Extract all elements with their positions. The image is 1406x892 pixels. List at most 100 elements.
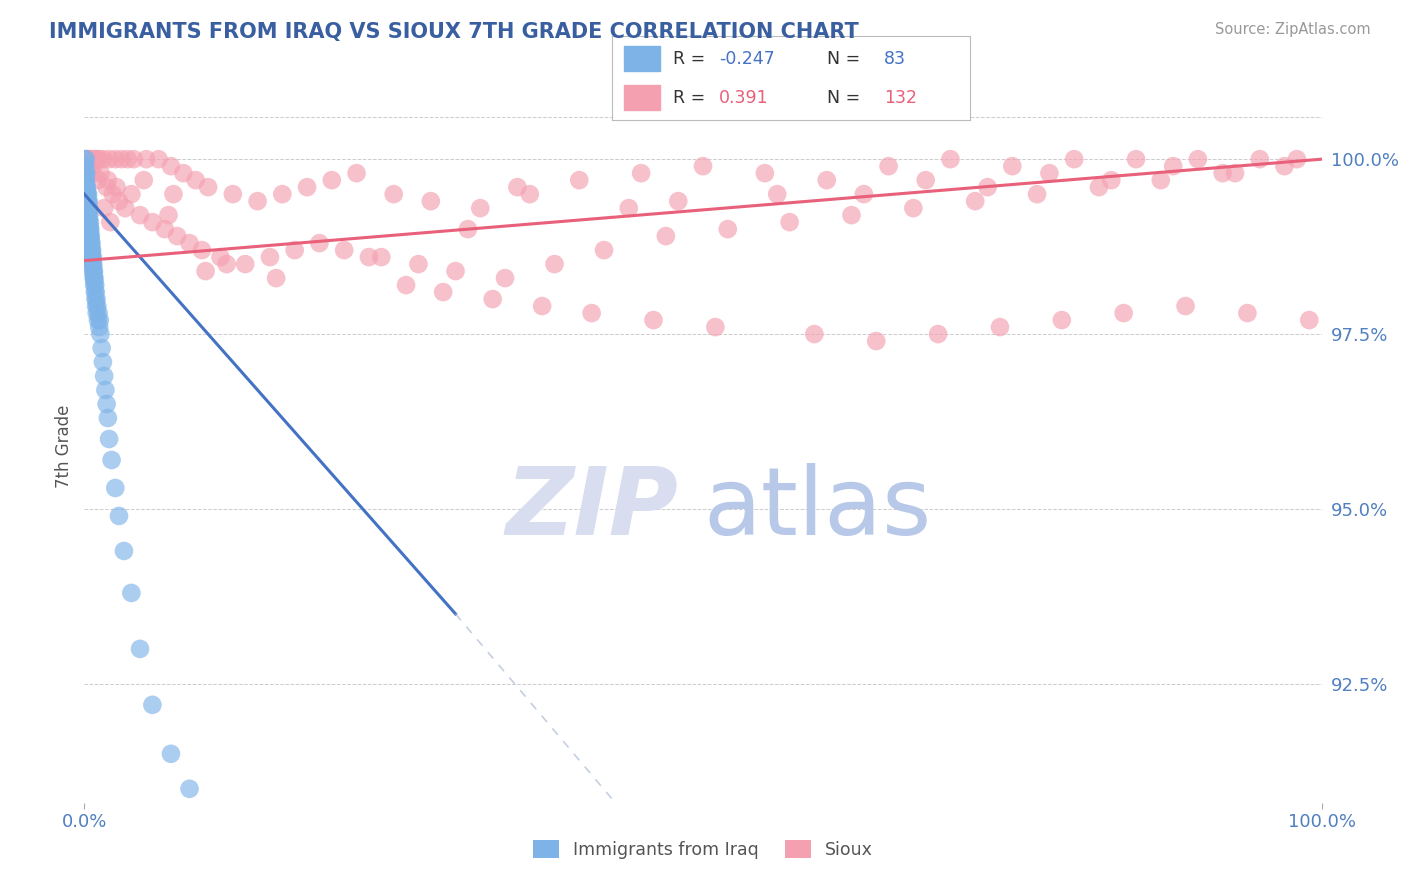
Point: [76, 152, 98, 166]
Point: [79, 229, 101, 244]
Point: [865, 334, 887, 348]
Point: [76, 187, 98, 202]
Point: [84, 299, 107, 313]
Point: [83, 271, 105, 285]
Point: [129, 208, 152, 222]
Point: [222, 187, 245, 202]
Point: [194, 264, 217, 278]
Point: [643, 313, 665, 327]
Point: [80, 250, 103, 264]
Point: [1274, 159, 1296, 173]
Point: [1063, 152, 1085, 166]
Point: [75, 166, 97, 180]
Point: [80, 239, 103, 253]
Point: [470, 201, 492, 215]
Point: [519, 187, 541, 202]
Point: [1298, 313, 1320, 327]
Point: [370, 250, 392, 264]
Point: [75, 184, 97, 198]
Point: [141, 698, 163, 712]
Point: [75, 159, 97, 173]
Point: [86, 292, 108, 306]
Point: [1249, 152, 1271, 166]
Point: [197, 180, 219, 194]
Point: [104, 152, 127, 166]
Point: [82, 166, 104, 180]
Y-axis label: 7th Grade: 7th Grade: [55, 404, 73, 488]
Point: [77, 211, 100, 226]
Point: [98, 215, 121, 229]
Point: [77, 208, 100, 222]
Point: [593, 243, 616, 257]
Point: [754, 166, 776, 180]
Point: [98, 432, 121, 446]
Point: [135, 152, 157, 166]
Point: [83, 264, 105, 278]
Point: [1212, 166, 1234, 180]
Point: [76, 194, 98, 208]
Point: [79, 219, 101, 233]
Point: [105, 180, 128, 194]
Point: [79, 222, 101, 236]
Point: [80, 243, 103, 257]
Point: [382, 187, 405, 202]
Point: [75, 166, 97, 180]
Point: [79, 152, 101, 166]
Text: IMMIGRANTS FROM IRAQ VS SIOUX 7TH GRADE CORRELATION CHART: IMMIGRANTS FROM IRAQ VS SIOUX 7TH GRADE …: [49, 22, 859, 42]
Point: [89, 313, 111, 327]
Point: [1099, 173, 1122, 187]
Point: [97, 173, 120, 187]
Point: [94, 383, 117, 397]
Point: [321, 173, 343, 187]
Point: [803, 327, 825, 342]
Point: [110, 152, 132, 166]
Point: [184, 173, 207, 187]
Point: [114, 201, 136, 215]
Point: [903, 201, 925, 215]
Point: [79, 215, 101, 229]
Point: [1038, 166, 1060, 180]
Point: [1050, 313, 1073, 327]
Point: [75, 162, 97, 177]
Point: [153, 222, 176, 236]
Point: [98, 152, 121, 166]
Point: [494, 271, 516, 285]
Point: [82, 264, 104, 278]
Point: [346, 166, 368, 180]
Point: [80, 229, 103, 244]
Point: [75, 180, 97, 194]
Point: [779, 215, 801, 229]
Point: [692, 159, 714, 173]
Point: [82, 257, 104, 271]
Point: [308, 236, 330, 251]
Point: [89, 166, 111, 180]
Point: [79, 159, 101, 173]
Point: [215, 257, 238, 271]
Point: [91, 355, 114, 369]
Point: [83, 271, 105, 285]
Point: [89, 320, 111, 334]
Point: [717, 222, 740, 236]
Point: [419, 194, 441, 208]
Point: [83, 152, 105, 166]
Point: [108, 508, 131, 523]
Text: N =: N =: [827, 50, 860, 68]
Point: [172, 166, 194, 180]
Point: [76, 201, 98, 215]
Point: [76, 191, 98, 205]
Point: [76, 197, 98, 211]
Point: [91, 152, 114, 166]
Text: 132: 132: [884, 88, 917, 106]
Point: [852, 187, 875, 202]
Point: [79, 201, 101, 215]
Point: [120, 586, 142, 600]
Point: [655, 229, 678, 244]
Point: [1161, 159, 1184, 173]
Point: [333, 243, 356, 257]
Point: [93, 201, 115, 215]
Point: [79, 222, 101, 236]
Point: [117, 152, 139, 166]
Point: [104, 481, 127, 495]
Text: R =: R =: [672, 88, 704, 106]
Point: [179, 236, 201, 251]
